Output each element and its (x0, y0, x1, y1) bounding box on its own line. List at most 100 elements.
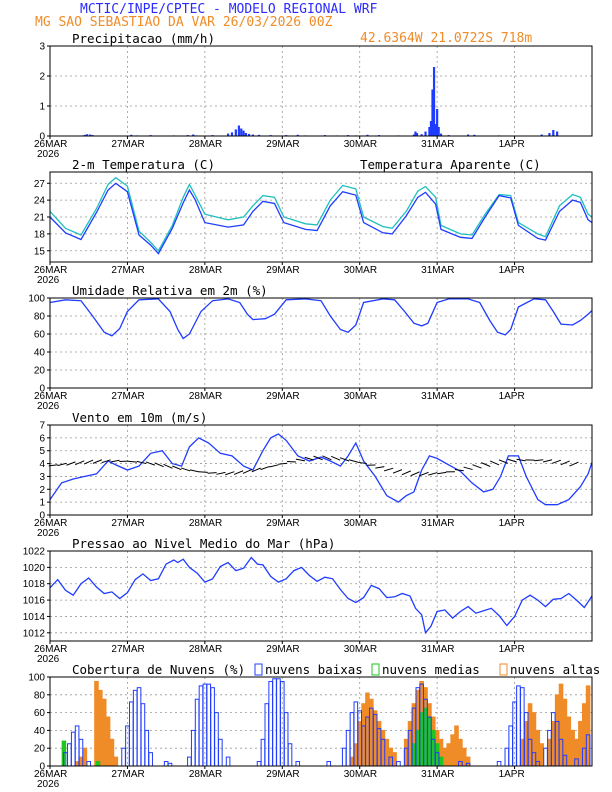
panel-frame (49, 550, 593, 642)
cloud-bar-nuvens-altas (349, 756, 355, 767)
cloud-bar-nuvens-baixas (70, 731, 76, 767)
series-line-pressao (49, 556, 593, 635)
wind-barb (136, 460, 147, 465)
precip-bar (192, 134, 195, 136)
x-tick-label: 1APR (499, 518, 525, 529)
wind-barb (410, 471, 420, 477)
precip-bar (467, 134, 470, 136)
cloud-bar-nuvens-altas (357, 721, 363, 767)
wind-barb (128, 460, 138, 463)
cloud-bar-nuvens-altas (454, 725, 459, 767)
cloud-bar-nuvens-altas (558, 683, 564, 767)
cloud-bar-nuvens-medias (415, 729, 421, 767)
cloud-bar-nuvens-baixas (214, 712, 219, 767)
panel-title: Umidade Relativa em 2m (%) (72, 283, 268, 298)
x-tick-label: 30MAR (344, 139, 377, 150)
wind-barb (542, 459, 553, 463)
y-tick-label: 100 (28, 673, 45, 684)
cloud-bar-nuvens-medias (423, 707, 428, 767)
precip-bar (415, 133, 419, 136)
precip-bar (424, 131, 427, 136)
precip-bar (414, 131, 417, 136)
x-tick-label: 31MAR (421, 769, 454, 780)
x-tick-label: 28MAR (189, 139, 222, 150)
wind-barb (242, 469, 253, 474)
wind-barb (507, 458, 517, 463)
wind-barb (225, 471, 235, 476)
y-tick-label: 2 (39, 485, 45, 496)
cloud-bar-nuvens-baixas (508, 725, 513, 767)
cloud-bar-nuvens-baixas (256, 761, 262, 767)
y-tick-label: 0 (39, 511, 45, 522)
y-tick-label: 18 (34, 229, 46, 240)
wind-barb (172, 465, 182, 471)
cloud-bar-nuvens-baixas (218, 738, 223, 767)
precip-bar (548, 133, 551, 136)
precip-bar (296, 134, 299, 136)
precip-bar (552, 130, 555, 136)
cloud-bar-nuvens-altas (574, 738, 579, 767)
wind-barb (154, 462, 164, 468)
cloud-bar-nuvens-baixas (67, 743, 72, 767)
wind-barb (428, 472, 438, 476)
cloud-bar-nuvens-altas (94, 680, 99, 767)
precip-bar (247, 133, 251, 136)
panel-1: 0 1 2 3 26MAR 27MAR 28MAR 29MAR 30MAR 31MAR 1APR 20… (34, 31, 593, 160)
y-tick-label: 7 (39, 421, 45, 432)
wind-barb (278, 462, 288, 465)
cloud-bar-nuvens-altas (101, 698, 107, 767)
cloud-bar-nuvens-baixas (516, 685, 521, 767)
cloud-bar-nuvens-baixas (129, 701, 134, 767)
x-tick-label: 31MAR (421, 644, 454, 655)
cloud-bar-nuvens-baixas (121, 747, 126, 767)
y-tick-label: 0 (39, 132, 45, 143)
cloud-bar-nuvens-baixas (187, 756, 192, 767)
cloud-bar-nuvens-baixas (264, 703, 270, 767)
cloud-bar-nuvens-altas (585, 685, 591, 767)
wind-barb (392, 469, 403, 474)
precip-bar (412, 134, 416, 136)
precip-bar (89, 134, 92, 136)
wind-barb (357, 461, 367, 464)
wind-barb (216, 471, 226, 475)
precip-bar (439, 133, 443, 136)
cloud-bar-nuvens-altas (74, 761, 80, 767)
cloud-bar-nuvens-baixas (140, 703, 146, 767)
cloud-bar-nuvens-medias (411, 743, 417, 767)
header-title: MCTIC/INPE/CPTEC - MODELO REGIONAL WRF (80, 2, 378, 17)
wind-barb (498, 459, 509, 464)
y-tick-label: 24 (34, 196, 46, 207)
cloud-bar-nuvens-baixas (225, 756, 231, 767)
precip-bar (556, 131, 559, 136)
wind-barb (66, 461, 76, 466)
cloud-bar-nuvens-altas (82, 747, 88, 767)
cloud-bar-nuvens-altas (531, 712, 537, 767)
panel-title: Pressao ao Nivel Medio do Mar (hPa) (72, 536, 335, 551)
x-tick-label: 28MAR (189, 265, 222, 276)
precip-bar (130, 134, 133, 136)
wind-barb (322, 455, 332, 461)
y-tick-label: 80 (34, 690, 46, 701)
x-tick-label: 29MAR (266, 265, 299, 276)
wind-barb (180, 467, 191, 472)
x-tick-label: 29MAR (266, 769, 299, 780)
wind-barb (163, 463, 173, 469)
year-label: 2026 (37, 528, 60, 539)
wind-barb (454, 469, 464, 472)
cloud-bar-nuvens-baixas (396, 761, 401, 767)
cloud-bar-nuvens-medias (427, 716, 432, 767)
x-tick-label: 26MAR (34, 391, 67, 402)
x-tick-label: 1APR (499, 769, 525, 780)
x-tick-label: 30MAR (344, 265, 377, 276)
x-tick-label: 26MAR (34, 769, 67, 780)
panel-frame (49, 45, 593, 137)
cloud-bar-nuvens-baixas (496, 761, 502, 767)
wind-barb (534, 459, 544, 462)
panel-frame (49, 171, 593, 263)
x-tick-label: 28MAR (189, 391, 222, 402)
y-tick-label: 4 (39, 459, 45, 470)
cloud-bar-nuvens-altas (578, 721, 583, 767)
wind-barb (481, 462, 491, 467)
series-line-2-m-temperatura-c- (49, 182, 593, 255)
